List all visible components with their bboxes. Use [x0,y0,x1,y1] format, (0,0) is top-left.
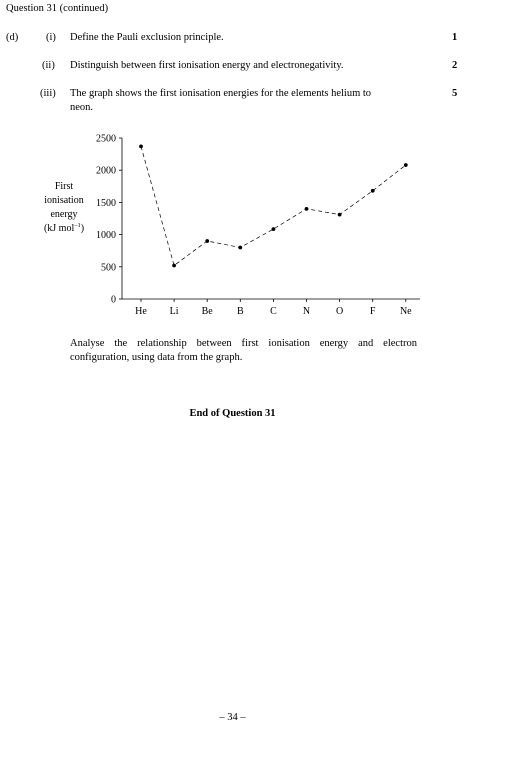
y-axis-label: First ionisation energy (kJ mol–1) [44,181,84,234]
y-tick-label: 2000 [96,166,116,177]
y-tick-label: 1000 [96,230,116,241]
item-ii-number: (ii) [42,60,55,71]
item-iii-text-line1: The graph shows the first ionisation ene… [70,88,372,99]
continued-header: Question 31 (continued) [6,3,109,14]
data-point-b [238,245,243,250]
y-label-line-2: ionisation [44,195,83,206]
y-tick-label: 1500 [96,198,116,209]
item-i-marks: 1 [452,32,458,43]
data-point-ne [403,163,408,167]
page-number: – 34 – [219,712,246,723]
y-label-units-exponent: –1 [73,222,81,229]
data-point-be [205,239,210,243]
analyse-line-1: Analyse the relationship between first i… [70,338,417,349]
item-ii-marks: 2 [452,60,458,71]
y-label-units-close: ) [81,223,84,234]
y-label-line-1: First [55,181,74,192]
analyse-line-2: configuration, using data from the graph… [70,352,243,363]
plot-area: 0 500 1000 1500 2000 2500 He Li Be B C N O F Ne [96,134,420,317]
x-tick-label: O [336,306,343,317]
item-i-text: Define the Pauli exclusion principle. [70,32,224,43]
data-point-o [337,212,342,217]
x-tick-label: Li [170,306,179,317]
item-i-number: (i) [46,32,56,43]
y-label-units: (kJ mol–1) [44,222,84,234]
x-tick-label: He [135,306,147,317]
data-point-f [370,188,375,193]
item-iii-number: (iii) [40,88,56,99]
x-tick-label: B [237,306,244,317]
y-tick-label: 2500 [96,134,116,145]
part-label: (d) [6,32,19,43]
ionisation-energy-chart: First ionisation energy (kJ mol–1) 0 500 1… [44,134,420,317]
item-iii-marks: 5 [452,88,458,99]
y-label-units-base: (kJ mol [44,223,75,234]
data-point-he [139,144,143,149]
data-point-li [172,263,177,268]
x-tick-label: Ne [400,306,412,317]
y-tick-label: 0 [111,295,116,306]
end-of-question: End of Question 31 [189,408,276,419]
series-line [140,146,407,267]
item-ii-text: Distinguish between first ionisation ene… [70,60,344,71]
x-tick-label: Be [202,306,214,317]
x-tick-label: F [370,306,376,317]
x-tick-label: C [270,306,277,317]
x-tick-label: N [303,306,310,317]
y-tick-label: 500 [101,262,116,273]
y-label-line-3: energy [50,209,77,220]
data-point-c [271,227,276,232]
item-iii-text-line2: neon. [70,102,94,113]
data-point-n [304,206,309,211]
